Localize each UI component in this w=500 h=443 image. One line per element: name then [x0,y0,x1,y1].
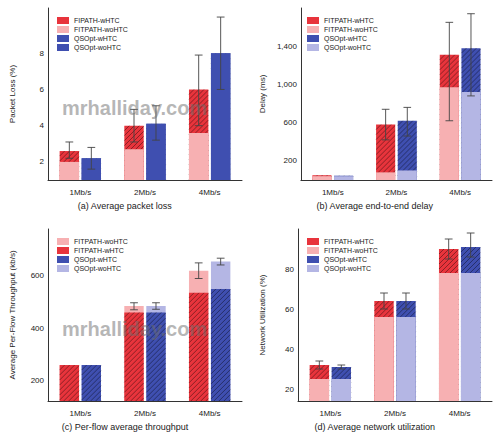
svg-text:2Mb/s: 2Mb/s [134,409,156,418]
svg-text:60: 60 [285,305,294,314]
svg-text:Delay (ms): Delay (ms) [258,74,267,113]
svg-text:QSOpt-wHTC: QSOpt-wHTC [74,35,117,43]
svg-text:4Mb/s: 4Mb/s [449,188,471,197]
svg-text:400: 400 [31,324,45,333]
svg-text:6: 6 [40,85,45,94]
svg-text:QSOpt-wHTC: QSOpt-wHTC [324,256,367,264]
svg-text:1Mb/s: 1Mb/s [69,188,91,197]
svg-text:(c) Per-flow average throughpu: (c) Per-flow average throughput [62,422,189,432]
svg-text:2Mb/s: 2Mb/s [134,188,156,197]
svg-text:FIPATH-wHTC: FIPATH-wHTC [74,17,120,24]
svg-text:(d) Average network utilizatio: (d) Average network utilization [315,422,435,432]
svg-text:200: 200 [31,376,45,385]
svg-text:QSOpt-woHTC: QSOpt-woHTC [324,265,371,273]
svg-text:1Mb/s: 1Mb/s [69,409,91,418]
svg-text:1,000: 1,000 [277,80,298,89]
svg-text:FITPATH-woHTC: FITPATH-woHTC [324,247,378,254]
svg-text:4Mb/s: 4Mb/s [199,409,221,418]
svg-text:QSOpt-woHTC: QSOpt-woHTC [74,265,121,273]
svg-text:FITPATH-woHTC: FITPATH-woHTC [74,26,128,33]
svg-text:FITPATH-woHTC: FITPATH-woHTC [74,238,128,245]
svg-text:mrhalliday.com: mrhalliday.com [62,318,207,340]
svg-text:FITPATH-wHTC: FITPATH-wHTC [74,247,124,254]
svg-text:QSOpt-wHTC: QSOpt-wHTC [74,256,117,264]
svg-text:FITPATH-wHTC: FITPATH-wHTC [324,238,374,245]
svg-text:(a) Average packet loss: (a) Average packet loss [78,201,172,211]
svg-text:8: 8 [40,49,45,58]
svg-text:QSOpt-wHTC: QSOpt-wHTC [324,35,367,43]
svg-text:Packet Loss (%): Packet Loss (%) [8,65,17,124]
svg-text:600: 600 [31,271,45,280]
svg-text:1Mb/s: 1Mb/s [319,409,341,418]
svg-text:2: 2 [40,157,45,166]
svg-text:FITPATH-woHTC: FITPATH-woHTC [324,26,378,33]
svg-text:2Mb/s: 2Mb/s [386,188,408,197]
svg-text:QSOpt-woHTC: QSOpt-woHTC [74,44,121,52]
svg-text:600: 600 [284,118,298,127]
svg-text:mrhalliday.com: mrhalliday.com [62,97,207,119]
svg-text:Average Per-Flow Throughput (k: Average Per-Flow Throughput (kb/s) [8,250,17,379]
svg-text:80: 80 [285,265,294,274]
svg-text:1,400: 1,400 [277,42,298,51]
svg-text:4Mb/s: 4Mb/s [449,409,471,418]
svg-text:(b) Average end-to-end delay: (b) Average end-to-end delay [317,201,434,211]
svg-text:1Mb/s: 1Mb/s [322,188,344,197]
svg-text:40: 40 [285,345,294,354]
svg-text:4: 4 [40,121,45,130]
svg-text:FITPATH-wHTC: FITPATH-wHTC [324,17,374,24]
svg-text:Network Utilization (%): Network Utilization (%) [258,274,267,355]
svg-text:QSOpt-woHTC: QSOpt-woHTC [324,44,371,52]
svg-text:200: 200 [284,156,298,165]
svg-text:4Mb/s: 4Mb/s [199,188,221,197]
svg-text:2Mb/s: 2Mb/s [384,409,406,418]
svg-text:20: 20 [285,385,294,394]
